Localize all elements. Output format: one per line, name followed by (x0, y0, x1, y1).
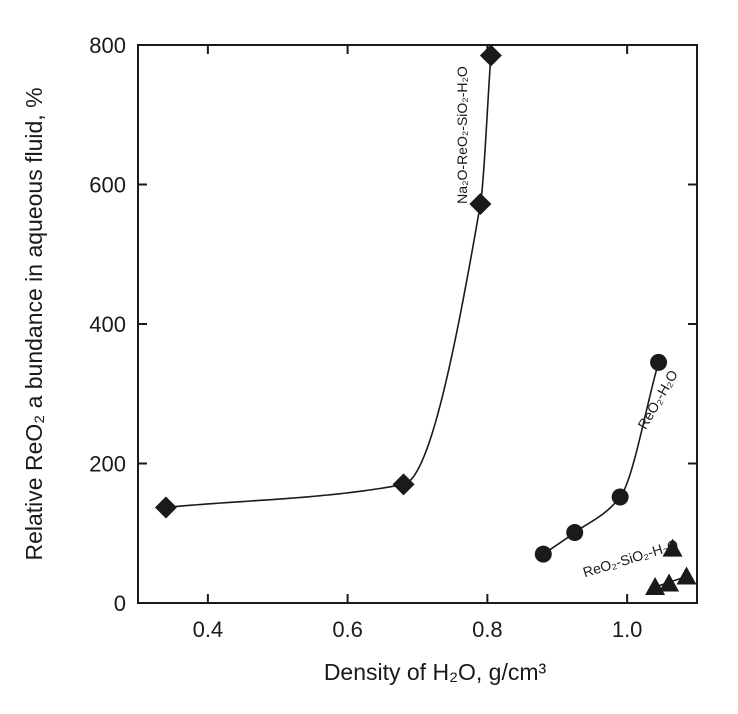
diamond-marker (392, 473, 415, 496)
series-label: ReO₂-H₂O (634, 367, 681, 432)
fit-curve-reo2-h2o (542, 362, 660, 555)
circle-marker (611, 488, 629, 506)
diamond-marker (154, 496, 177, 519)
fit-curves (165, 55, 687, 588)
x-tick-label: 0.4 (193, 617, 224, 642)
triangle-marker (645, 576, 666, 595)
diamond-marker (469, 193, 492, 216)
series-labels: Na₂O-ReO₂-SiO₂-H₂O ReO₂-H₂O ReO₂-SiO₂-H₂O (454, 66, 681, 580)
y-axis-ticks: 0 200 400 600 800 (89, 33, 697, 616)
triangle-marker (659, 573, 680, 592)
x-axis-ticks: 0.4 0.6 0.8 1.0 (193, 45, 643, 642)
y-tick-label: 600 (89, 173, 126, 198)
triangle-marker (662, 538, 683, 557)
triangle-marker (676, 566, 697, 585)
circle-marker (534, 545, 552, 563)
y-tick-label: 0 (114, 591, 126, 616)
y-tick-label: 200 (89, 452, 126, 477)
series-label: Na₂O-ReO₂-SiO₂-H₂O (454, 66, 470, 204)
fit-curve-na2o-reo2-sio2-h2o (165, 55, 492, 509)
x-axis-title: Density of H₂O, g/cm³ (324, 659, 547, 685)
y-axis-title: Relative ReO₂ a bundance in aqueous flui… (21, 87, 47, 560)
data-markers (154, 44, 697, 595)
circle-marker (566, 524, 584, 542)
y-tick-label: 400 (89, 312, 126, 337)
x-tick-label: 0.8 (472, 617, 503, 642)
x-tick-label: 1.0 (612, 617, 643, 642)
series-label: ReO₂-SiO₂-H₂O (581, 536, 680, 580)
x-tick-label: 0.6 (332, 617, 363, 642)
diamond-marker (479, 44, 502, 67)
y-tick-label: 800 (89, 33, 126, 58)
plot-frame (137, 44, 698, 604)
circle-marker (650, 353, 668, 371)
